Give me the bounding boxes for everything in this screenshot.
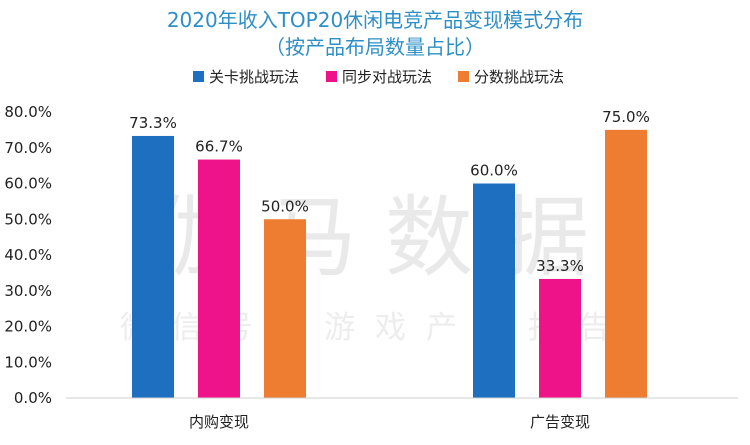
bar — [132, 135, 174, 398]
y-tick-label: 0.0% — [14, 389, 52, 407]
legend-label-1: 同步对战玩法 — [342, 68, 432, 86]
y-tick-label: 80.0% — [4, 103, 52, 121]
data-label: 50.0% — [261, 197, 309, 215]
bar — [605, 129, 647, 398]
data-label: 66.7% — [195, 138, 243, 156]
data-label: 73.3% — [129, 114, 177, 132]
y-tick-label: 50.0% — [4, 210, 52, 228]
y-tick-label: 40.0% — [4, 246, 52, 264]
bar — [473, 183, 515, 398]
data-label: 33.3% — [536, 257, 584, 275]
y-tick-label: 30.0% — [4, 282, 52, 300]
data-labels: 73.3% 66.7% 50.0% 60.0% 33.3% 75.0% — [129, 108, 650, 275]
data-label: 60.0% — [470, 162, 518, 180]
legend-swatch-2 — [458, 71, 469, 82]
legend-swatch-0 — [193, 71, 204, 82]
y-tick-label: 10.0% — [4, 353, 52, 371]
bar — [539, 278, 581, 398]
legend: 关卡挑战玩法 同步对战玩法 分数挑战玩法 — [193, 68, 564, 86]
bar — [198, 159, 240, 398]
bar — [264, 219, 306, 398]
legend-label-2: 分数挑战玩法 — [474, 68, 564, 86]
y-axis: 0.0% 10.0% 20.0% 30.0% 40.0% 50.0% 60.0% 70.0% 8… — [4, 103, 52, 407]
chart-subtitle: （按产品布局数量占比） — [265, 35, 485, 59]
bars — [132, 129, 647, 398]
category-label-1: 广告变现 — [530, 413, 590, 431]
y-tick-label: 60.0% — [4, 175, 52, 193]
y-tick-label: 20.0% — [4, 318, 52, 336]
y-tick-label: 70.0% — [4, 139, 52, 157]
legend-label-0: 关卡挑战玩法 — [209, 68, 299, 86]
category-label-0: 内购变现 — [189, 413, 249, 431]
legend-swatch-1 — [326, 71, 337, 82]
chart-title: 2020年收入TOP20休闲电竞产品变现模式分布 — [167, 8, 583, 32]
data-label: 75.0% — [602, 108, 650, 126]
